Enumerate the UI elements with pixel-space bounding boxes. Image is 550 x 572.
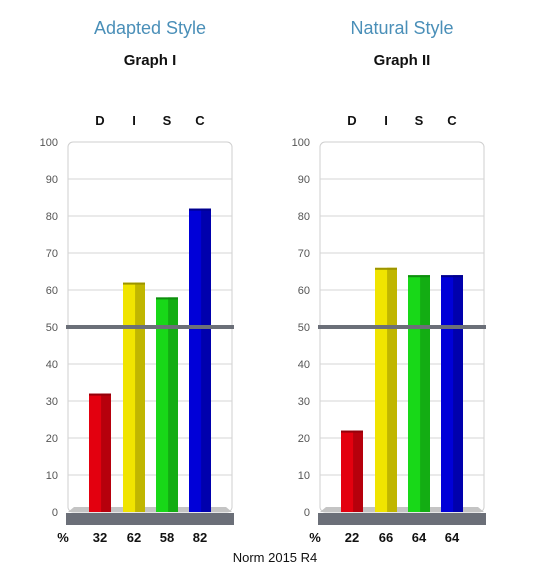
percent-symbol: % bbox=[309, 530, 321, 545]
y-tick-label: 10 bbox=[298, 470, 310, 482]
y-tick-label: 0 bbox=[304, 507, 310, 519]
y-tick-label: 40 bbox=[46, 359, 58, 371]
style-title: Adapted Style bbox=[93, 18, 207, 38]
value-label: 62 bbox=[127, 530, 141, 545]
y-tick-label: 60 bbox=[46, 285, 58, 297]
y-tick-label: 30 bbox=[298, 396, 310, 408]
percent-symbol: % bbox=[57, 530, 69, 545]
y-tick-label: 100 bbox=[40, 137, 58, 149]
y-tick-label: 60 bbox=[298, 285, 310, 297]
bar-i bbox=[123, 282, 145, 512]
y-tick-label: 90 bbox=[46, 174, 58, 186]
y-tick-label: 30 bbox=[46, 396, 58, 408]
y-tick-label: 20 bbox=[298, 433, 310, 445]
category-label: S bbox=[415, 113, 424, 128]
y-tick-label: 20 bbox=[46, 433, 58, 445]
y-tick-label: 70 bbox=[46, 248, 58, 260]
graph-adapted-style: Adapted Style Graph I 0 10 20 30 40 50 60 70 80 9… bbox=[30, 0, 270, 548]
y-tick-label: 0 bbox=[52, 507, 58, 519]
category-label: S bbox=[163, 113, 172, 128]
bar-c bbox=[189, 208, 211, 512]
style-title: Natural Style bbox=[350, 18, 454, 38]
y-tick-label: 50 bbox=[298, 322, 310, 334]
category-label: D bbox=[347, 113, 356, 128]
chart-base bbox=[318, 513, 486, 525]
bar-i bbox=[375, 267, 397, 512]
y-tick-label: 90 bbox=[298, 174, 310, 186]
bar-c bbox=[441, 275, 463, 512]
y-tick-label: 100 bbox=[292, 137, 310, 149]
value-label: 66 bbox=[379, 530, 393, 545]
value-label: 64 bbox=[412, 530, 427, 545]
value-label: 22 bbox=[345, 530, 359, 545]
graph-title: Graph I bbox=[123, 52, 177, 69]
category-label: C bbox=[195, 113, 205, 128]
category-label: I bbox=[132, 113, 136, 128]
y-tick-label: 80 bbox=[298, 211, 310, 223]
bar-d bbox=[341, 430, 363, 512]
bar-chart: 0 10 20 30 40 50 60 70 80 90 100 D 22 I 66 S 64 C 64% bbox=[292, 113, 486, 545]
y-tick-label: 40 bbox=[298, 359, 310, 371]
bar-chart: 0 10 20 30 40 50 60 70 80 90 100 D 32 I 62 S 58 C 82% bbox=[40, 113, 234, 545]
value-label: 32 bbox=[93, 530, 107, 545]
category-label: C bbox=[447, 113, 457, 128]
norm-label: Norm 2015 R4 bbox=[232, 550, 318, 565]
y-tick-label: 80 bbox=[46, 211, 58, 223]
bar-s bbox=[156, 297, 178, 512]
value-label: 82 bbox=[193, 530, 207, 545]
y-tick-label: 70 bbox=[298, 248, 310, 260]
graph-natural-style: Natural Style Graph II 0 10 20 30 40 50 60 70 80… bbox=[282, 0, 522, 548]
category-label: D bbox=[95, 113, 104, 128]
value-label: 58 bbox=[160, 530, 174, 545]
graph-title: Graph II bbox=[373, 52, 431, 69]
value-label: 64 bbox=[445, 530, 460, 545]
chart-base bbox=[66, 513, 234, 525]
category-label: I bbox=[384, 113, 388, 128]
bar-d bbox=[89, 393, 111, 512]
y-tick-label: 50 bbox=[46, 322, 58, 334]
bar-s bbox=[408, 275, 430, 512]
y-tick-label: 10 bbox=[46, 470, 58, 482]
